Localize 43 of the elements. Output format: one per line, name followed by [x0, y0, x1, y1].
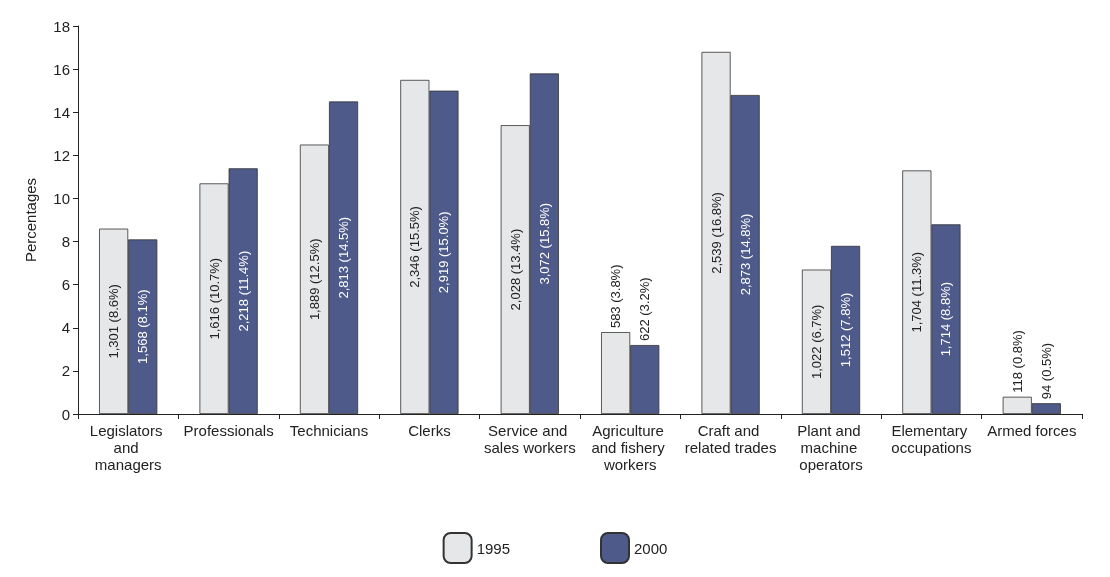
data-label: 1,512 (7.8%)	[838, 292, 854, 368]
data-label: 94 (0.5%)	[1038, 342, 1054, 400]
x-tick-label: Clerks	[408, 422, 451, 439]
data-label: 1,616 (10.7%)	[206, 257, 222, 340]
x-tick-label: Elementary occupations	[891, 422, 972, 456]
y-tick-label: 0	[61, 405, 70, 423]
x-tick-label: Technicians	[289, 422, 369, 439]
y-tick-label: 8	[61, 233, 70, 251]
data-label: 583 (3.8%)	[608, 264, 624, 329]
legend-label: 1995	[476, 539, 511, 557]
data-label: 1,301 (8.6%)	[106, 284, 122, 359]
data-label: 1,022 (6.7%)	[808, 304, 824, 380]
y-tick-label: 18	[53, 17, 70, 35]
y-tick-label: 12	[53, 146, 70, 164]
data-label: 2,539 (16.8%)	[708, 192, 724, 274]
y-tick-label: 16	[53, 60, 70, 78]
x-tick-label: Armed forces	[987, 422, 1077, 439]
y-tick-label: 14	[53, 103, 70, 121]
x-tick-label: Professionals	[183, 422, 274, 439]
x-tick-label: Agriculture and fishery workers	[591, 422, 669, 473]
data-label: 1,714 (8.8%)	[938, 281, 954, 357]
y-axis-title: Percentages	[22, 177, 39, 263]
y-tick-label: 10	[53, 189, 70, 207]
y-tick-label: 6	[61, 276, 70, 294]
data-label: 3,072 (15.8%)	[536, 202, 552, 285]
data-label: 622 (3.2%)	[637, 277, 653, 342]
data-label: 2,873 (14.8%)	[737, 213, 753, 296]
x-tick-label: Legislators and managers	[89, 422, 167, 473]
legend-label: 2000	[634, 539, 668, 557]
data-label: 1,889 (12.5%)	[306, 238, 322, 321]
y-tick-label: 4	[61, 319, 70, 337]
x-tick-label: Plant and machine operators	[797, 422, 865, 473]
x-tick-label: Craft and related trades	[684, 422, 777, 456]
data-label: 2,346 (15.5%)	[407, 206, 423, 288]
data-label: 1,704 (11.3%)	[909, 251, 925, 333]
data-label: 2,218 (11.4%)	[235, 250, 251, 332]
data-label: 1,568 (8.1%)	[135, 289, 151, 364]
data-label: 2,919 (15.0%)	[436, 211, 452, 294]
data-label: 118 (0.8%)	[1009, 330, 1025, 393]
x-tick-label: Service and sales workers	[483, 422, 576, 456]
data-label: 2,813 (14.5%)	[336, 216, 352, 299]
data-label: 2,028 (13.4%)	[507, 228, 523, 311]
y-tick-label: 2	[61, 362, 70, 380]
